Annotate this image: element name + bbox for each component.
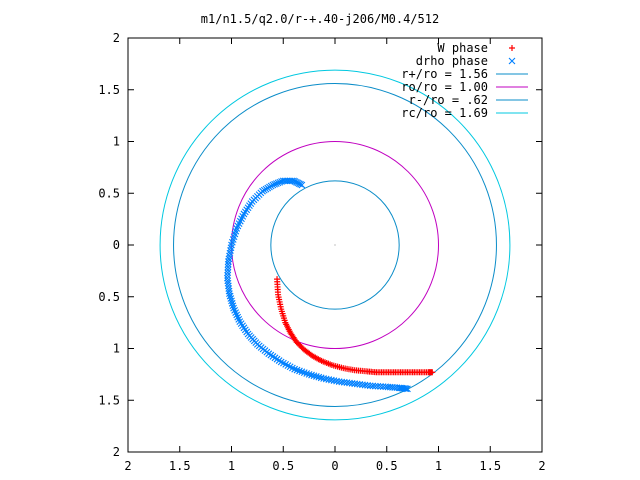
x-tick-label-7: 1.5 [479, 459, 501, 473]
drho-phase-point-123 [327, 376, 335, 384]
drho-phase-point-17 [271, 180, 279, 188]
series-1 [223, 177, 411, 393]
drho-phase-point-124 [330, 377, 338, 384]
legend-label-2: r+/ro = 1.56 [401, 67, 488, 81]
drho-phase-point-139 [369, 382, 377, 390]
y-axis: 2 1.5 1 0.5 0 0.5 1 1.5 2 [98, 31, 542, 459]
drho-phase-point-56 [224, 263, 232, 271]
y-tick-label-2: 1 [113, 342, 120, 356]
drho-phase-point-140 [371, 382, 379, 390]
x-tick-label-2: 1 [228, 459, 235, 473]
drho-phase-point-115 [308, 371, 315, 379]
y-tick-label-5: 0.5 [98, 186, 120, 200]
drho-phase-point-154 [401, 385, 409, 392]
drho-phase-point-119 [317, 374, 325, 382]
y-tick-label-1: 1.5 [98, 393, 120, 407]
x-tick-label-1: 1.5 [169, 459, 191, 473]
drho-phase-point-138 [366, 382, 374, 390]
drho-phase-point-120 [320, 375, 328, 382]
x-tick-label-6: 1 [435, 459, 442, 473]
drho-phase-point-69 [228, 297, 235, 305]
drho-phase-point-16 [272, 180, 280, 187]
points-layer [223, 177, 436, 393]
drho-phase-point-117 [312, 373, 320, 380]
drho-phase-point-121 [322, 375, 330, 383]
circle-3 [159, 69, 511, 421]
drho-phase-point-14 [276, 178, 284, 186]
x-axis: 2 1.5 1 0.5 0 0.5 1 1.5 2 [124, 38, 546, 473]
y-tick-label-6: 1 [113, 135, 120, 149]
legend-sample-1 [508, 57, 516, 65]
y-tick-label-3: 0.5 [98, 290, 120, 304]
drho-phase-point-15 [274, 179, 282, 187]
x-tick-label-8: 2 [538, 459, 545, 473]
drho-phase-point-59 [224, 271, 231, 279]
x-tick-label-3: 0.5 [272, 459, 294, 473]
drho-phase-point-65 [225, 287, 233, 295]
circle-2 [270, 180, 400, 310]
drho-phase-point-156 [404, 385, 411, 393]
x-tick-label-0: 2 [124, 459, 131, 473]
w-phase-point-114 [429, 369, 436, 376]
series-0 [274, 276, 436, 376]
drho-phase-point-118 [315, 373, 323, 381]
chart-title: m1/n1.5/q2.0/r-+.40-j206/M0.4/512 [201, 12, 439, 26]
y-tick-label-7: 1.5 [98, 83, 120, 97]
legend-sample-0 [509, 45, 515, 51]
drho-phase-point-142 [377, 383, 384, 390]
drho-phase-point-12 [279, 177, 287, 185]
drho-phase-point-116 [310, 372, 318, 380]
circle-layer [159, 69, 511, 421]
drho-phase-point-55 [224, 260, 232, 268]
drho-phase-point-66 [226, 290, 233, 298]
drho-phase-point-70 [228, 299, 236, 307]
x-tick-label-5: 0.5 [376, 459, 398, 473]
drho-phase-point-71 [229, 302, 237, 310]
drho-phase-point-13 [278, 178, 285, 185]
drho-phase-point-125 [333, 377, 340, 385]
drho-phase-point-67 [226, 292, 234, 300]
legend-label-0: W phase [437, 41, 488, 55]
drho-phase-point-114 [305, 370, 313, 378]
drho-phase-point-58 [224, 269, 232, 276]
legend-label-4: r-/ro = .62 [409, 93, 488, 107]
legend-label-5: rc/ro = 1.69 [401, 106, 488, 120]
x-tick-label-4: 0 [331, 459, 338, 473]
drho-phase-point-54 [225, 258, 232, 265]
drho-phase-point-141 [374, 382, 382, 390]
origin-dot [334, 244, 336, 246]
y-tick-label-8: 2 [113, 31, 120, 45]
legend-label-1: drho phase [416, 54, 488, 68]
legend-label-3: ro/ro = 1.00 [401, 80, 488, 94]
drho-phase-point-155 [402, 385, 410, 393]
drho-phase-point-57 [224, 266, 232, 274]
y-tick-label-4: 0 [113, 238, 120, 252]
y-tick-label-0: 2 [113, 445, 120, 459]
drho-phase-point-68 [227, 295, 235, 302]
drho-phase-point-122 [325, 376, 333, 383]
circle-0 [173, 83, 497, 407]
